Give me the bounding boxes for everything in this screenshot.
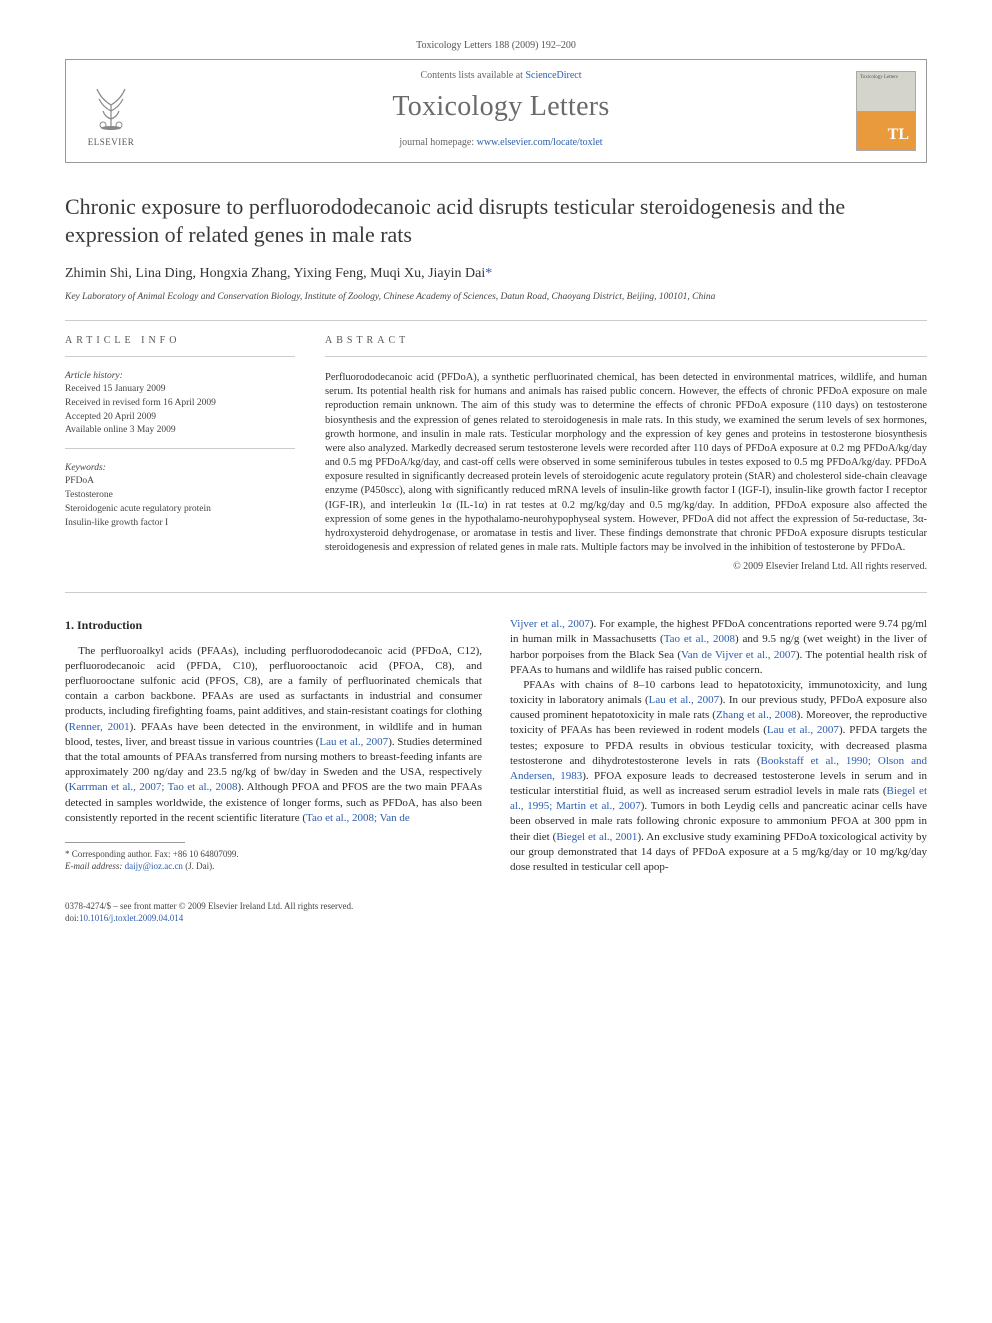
corresponding-email-link[interactable]: daijy@ioz.ac.cn <box>125 861 183 871</box>
doi-label: doi: <box>65 913 79 923</box>
keyword: Insulin-like growth factor I <box>65 517 295 530</box>
citation-link[interactable]: Van de Vijver et al., 2007 <box>681 649 796 661</box>
sciencedirect-link[interactable]: ScienceDirect <box>525 70 581 81</box>
intro-paragraph-cont: Vijver et al., 2007). For example, the h… <box>510 617 927 678</box>
text: The perfluoroalkyl acids (PFAAs), includ… <box>65 645 482 733</box>
journal-cover-thumb: Toxicology Letters TL <box>846 60 926 162</box>
keywords-head: Keywords: <box>65 463 295 473</box>
elsevier-tree-icon <box>81 75 141 135</box>
history-head: Article history: <box>65 371 295 381</box>
citation-link[interactable]: Biegel et al., 2001 <box>556 831 637 843</box>
page-footer: 0378-4274/$ – see front matter © 2009 El… <box>65 901 927 924</box>
citation-link[interactable]: Tao et al., 2008 <box>664 633 735 645</box>
body-column-left: 1. Introduction The perfluoroalkyl acids… <box>65 617 482 875</box>
abstract: abstract Perfluorododecanoic acid (PFDoA… <box>325 335 927 572</box>
publisher-logo: ELSEVIER <box>66 60 156 162</box>
citation-link[interactable]: Vijver et al., 2007 <box>510 618 590 630</box>
running-head: Toxicology Letters 188 (2009) 192–200 <box>65 40 927 51</box>
homepage-prefix: journal homepage: <box>399 137 476 148</box>
journal-homepage: journal homepage: www.elsevier.com/locat… <box>156 137 846 148</box>
journal-name: Toxicology Letters <box>156 91 846 123</box>
citation-link[interactable]: Karrman et al., 2007; Tao et al., 2008 <box>69 781 238 793</box>
divider <box>65 320 927 321</box>
corresponding-footnote: * Corresponding author. Fax: +86 10 6480… <box>65 849 482 872</box>
article-title: Chronic exposure to perfluorododecanoic … <box>65 193 927 248</box>
contents-available: Contents lists available at ScienceDirec… <box>156 70 846 81</box>
footnote-email-who: (J. Dai). <box>183 861 215 871</box>
journal-header: ELSEVIER Contents lists available at Sci… <box>65 59 927 163</box>
keyword: Testosterone <box>65 489 295 502</box>
abstract-head: abstract <box>325 335 927 346</box>
keyword: Steroidogenic acute regulatory protein <box>65 503 295 516</box>
homepage-link[interactable]: www.elsevier.com/locate/toxlet <box>477 137 603 148</box>
affiliation: Key Laboratory of Animal Ecology and Con… <box>65 292 927 302</box>
footnote-separator <box>65 842 185 843</box>
publisher-name: ELSEVIER <box>88 137 135 147</box>
article-info: article info Article history: Received 1… <box>65 335 295 572</box>
corresponding-marker: * <box>485 266 492 281</box>
history-revised: Received in revised form 16 April 2009 <box>65 397 295 410</box>
authors-names: Zhimin Shi, Lina Ding, Hongxia Zhang, Yi… <box>65 266 485 281</box>
citation-link[interactable]: Lau et al., 2007 <box>649 694 720 706</box>
cover-title-small: Toxicology Letters <box>860 75 898 80</box>
footnote-corr: * Corresponding author. Fax: +86 10 6480… <box>65 849 482 861</box>
citation-link[interactable]: Lau et al., 2007 <box>767 724 839 736</box>
intro-paragraph-2: PFAAs with chains of 8–10 carbons lead t… <box>510 678 927 875</box>
citation-link[interactable]: Zhang et al., 2008 <box>716 709 797 721</box>
footer-copyright: 0378-4274/$ – see front matter © 2009 El… <box>65 901 927 913</box>
history-online: Available online 3 May 2009 <box>65 424 295 437</box>
history-accepted: Accepted 20 April 2009 <box>65 411 295 424</box>
keyword: PFDoA <box>65 475 295 488</box>
footnote-email-label: E-mail address: <box>65 861 125 871</box>
citation-link[interactable]: Lau et al., 2007 <box>319 736 388 748</box>
intro-paragraph: The perfluoroalkyl acids (PFAAs), includ… <box>65 644 482 826</box>
cover-tl-icon: TL <box>888 126 909 144</box>
section-1-head: 1. Introduction <box>65 617 482 634</box>
history-received: Received 15 January 2009 <box>65 383 295 396</box>
abstract-copyright: © 2009 Elsevier Ireland Ltd. All rights … <box>325 561 927 572</box>
article-info-head: article info <box>65 335 295 346</box>
doi-link[interactable]: 10.1016/j.toxlet.2009.04.014 <box>79 913 183 923</box>
body-column-right: Vijver et al., 2007). For example, the h… <box>510 617 927 875</box>
abstract-body: Perfluorododecanoic acid (PFDoA), a synt… <box>325 371 927 555</box>
author-list: Zhimin Shi, Lina Ding, Hongxia Zhang, Yi… <box>65 266 927 282</box>
contents-prefix: Contents lists available at <box>420 70 525 81</box>
citation-link[interactable]: Tao et al., 2008; Van de <box>306 812 410 824</box>
citation-link[interactable]: Renner, 2001 <box>69 721 130 733</box>
